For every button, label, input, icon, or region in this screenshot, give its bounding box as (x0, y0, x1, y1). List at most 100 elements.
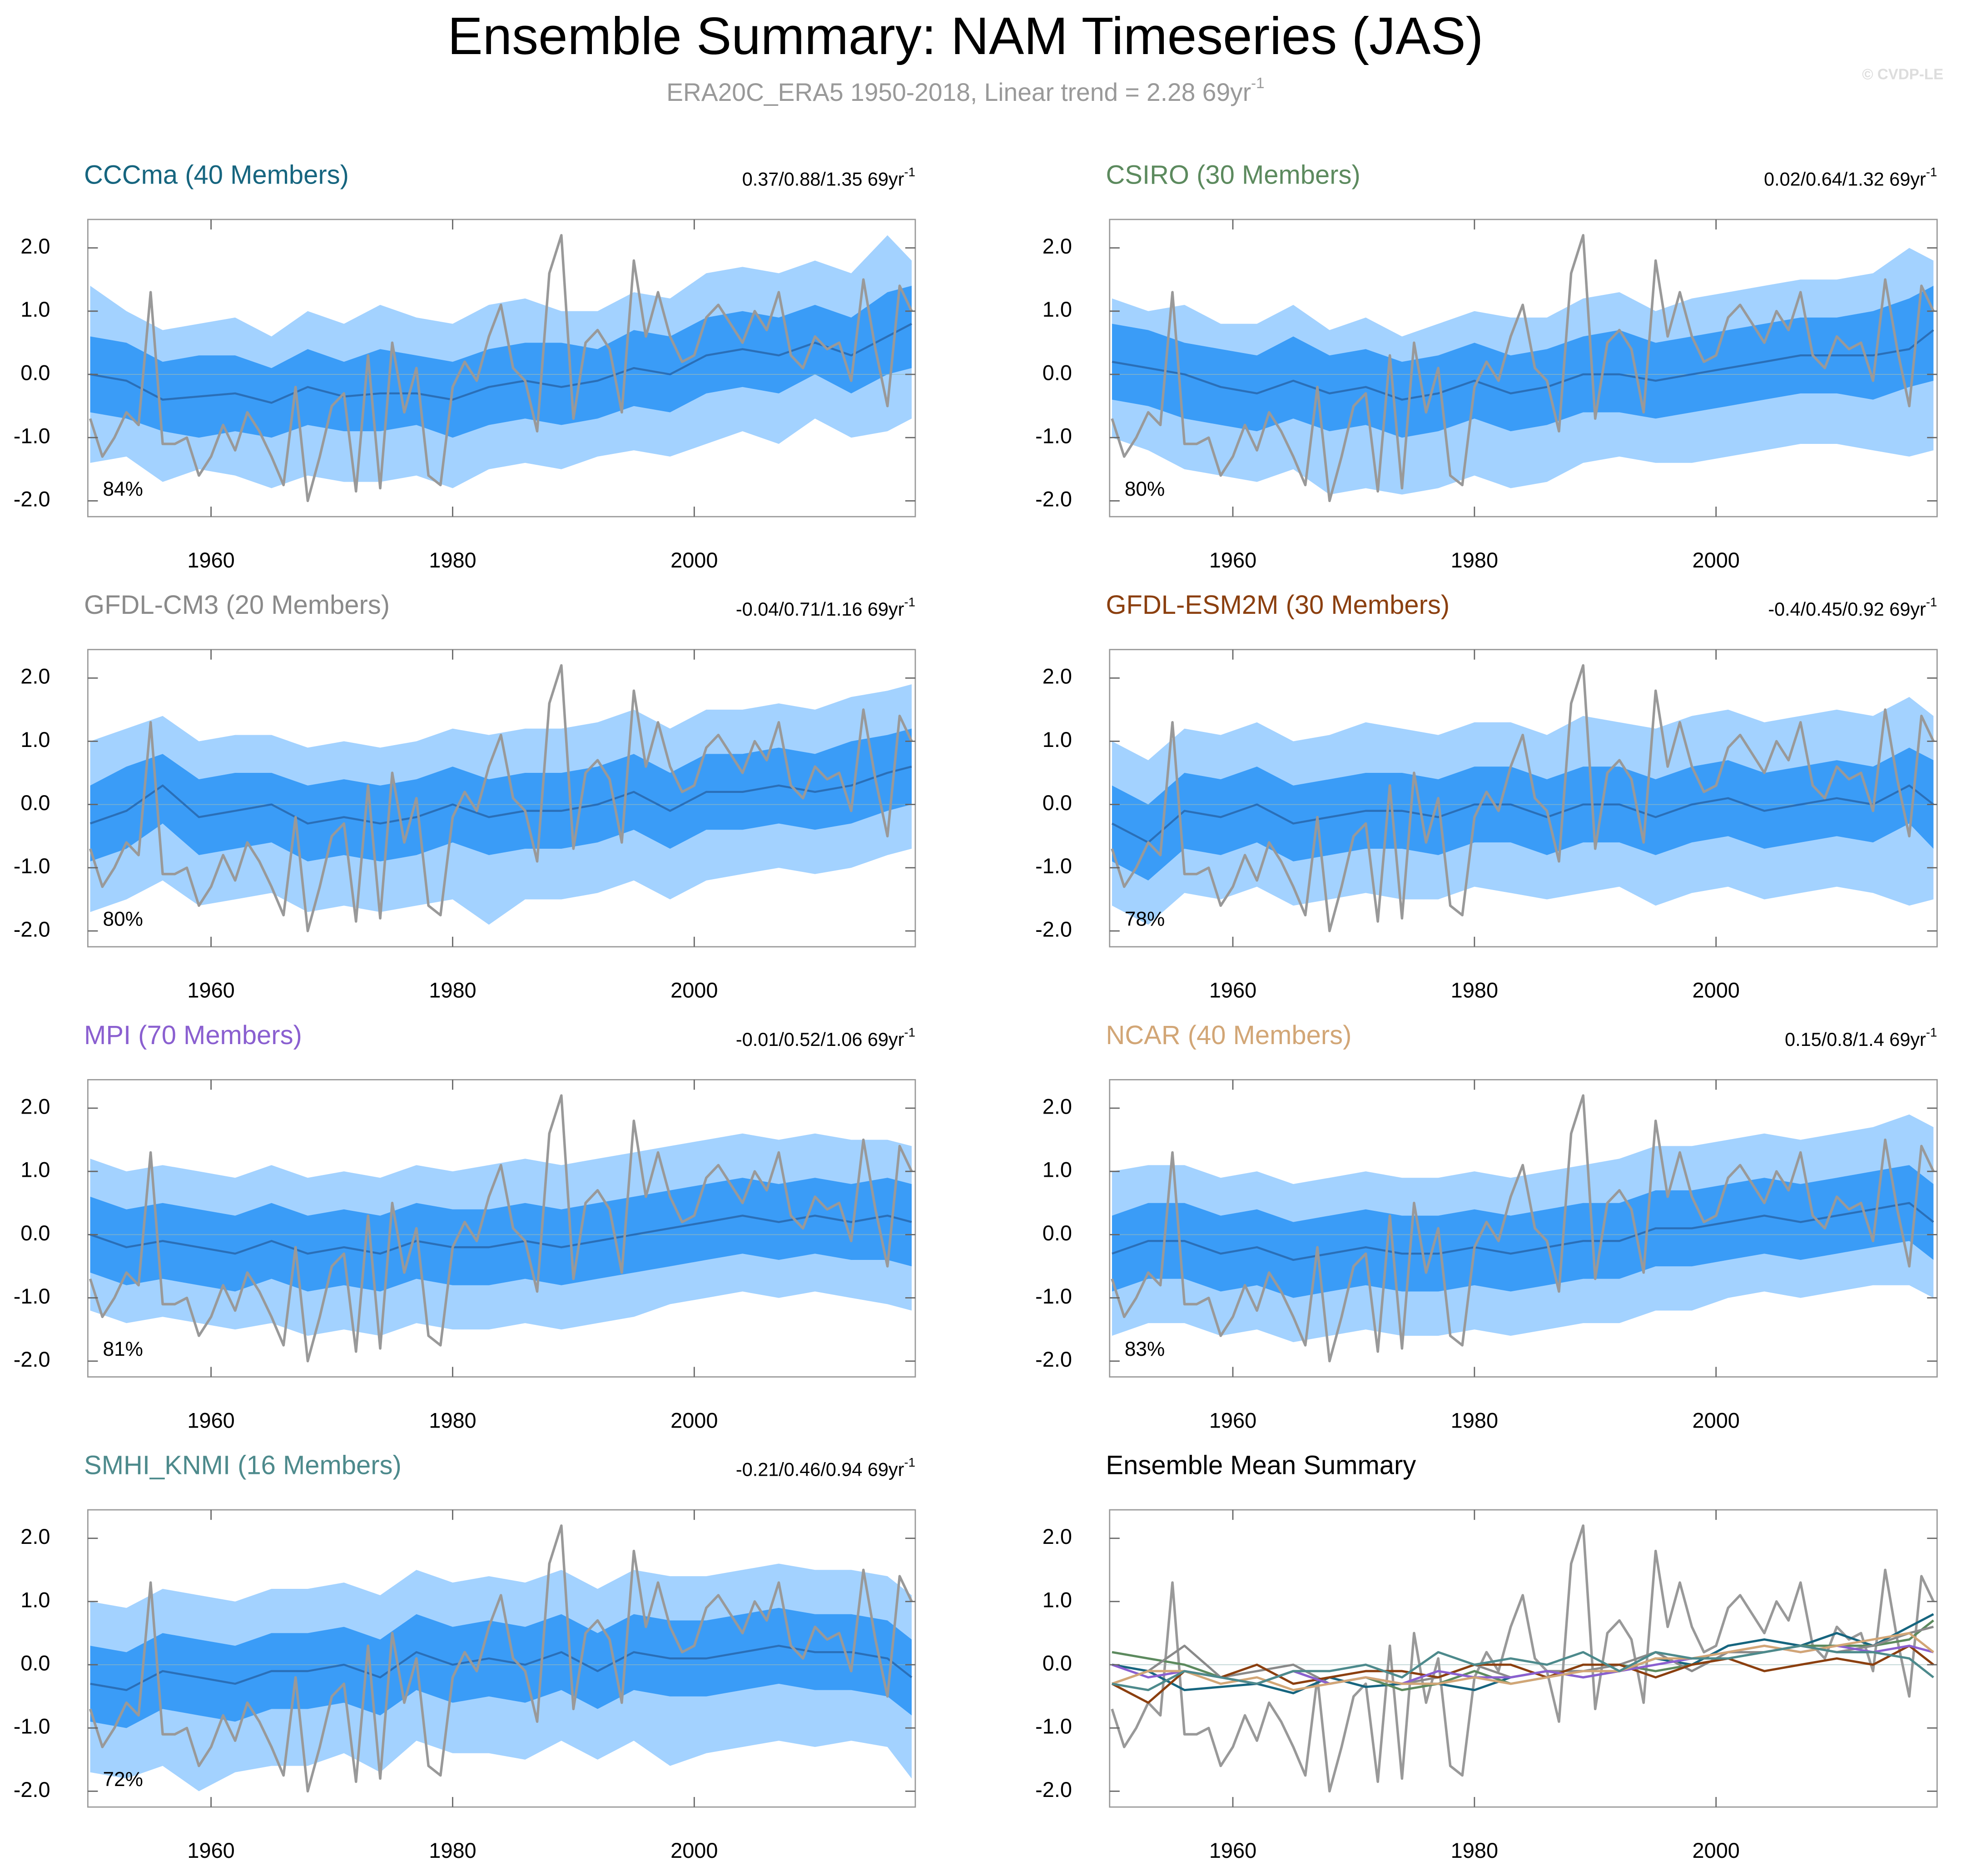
trend-text: -0.04/0.71/1.16 69yr (736, 599, 904, 620)
y-tick-label: -2.0 (14, 1778, 50, 1801)
ensemble-mean-line (90, 1645, 913, 1691)
y-tick-label: 2.0 (1043, 665, 1072, 688)
ensemble-mean-line (89, 766, 912, 825)
x-tick-label: 2000 (670, 1408, 718, 1432)
x-tick-label: 1980 (429, 1839, 476, 1862)
trend-exponent: -1 (1926, 1025, 1937, 1040)
trend-exponent: -1 (904, 165, 915, 179)
inner-band (1112, 286, 1934, 438)
panel: 1960 1980 2000 2.0 1.0 0.0 -1.0 -2.0 GFDL-ESM2M … (1035, 591, 1938, 1002)
ensemble-mean-line (1112, 329, 1934, 401)
plot-frame (1109, 649, 1938, 948)
x-tick-label: 1960 (187, 548, 234, 572)
ensemble-mean-line (1112, 1202, 1934, 1261)
y-tick-label: 1.0 (20, 1588, 50, 1612)
y-tick-label: -2.0 (1035, 917, 1072, 941)
y-tick-label: 0.0 (1043, 1221, 1072, 1245)
trend-exponent: -1 (904, 1455, 915, 1469)
y-tick-label: 2.0 (1043, 1525, 1072, 1548)
x-tick-label: 1960 (1209, 1408, 1256, 1432)
trend-text: -0.4/0.45/0.92 69yr (1768, 599, 1926, 620)
x-tick-label: 1980 (1451, 1839, 1498, 1862)
percent-label: 84% (103, 478, 143, 500)
x-tick-label: 1980 (429, 548, 476, 572)
x-tick-label: 1960 (187, 1839, 234, 1862)
y-tick-label: 0.0 (1043, 791, 1072, 815)
panel-title: SMHI_KNMI (16 Members) (84, 1451, 402, 1480)
y-tick-label: -2.0 (14, 917, 50, 941)
trend-label: 0.37/0.88/1.35 69yr-1 (742, 165, 915, 189)
y-tick-label: -1.0 (14, 1284, 50, 1308)
y-tick-label: -1.0 (14, 854, 50, 878)
observed-line (89, 1094, 913, 1363)
inner-band (1112, 747, 1934, 881)
y-tick-label: 0.0 (1043, 1651, 1072, 1675)
ensemble-mean-line (1111, 784, 1934, 844)
x-tick-label: 1980 (1451, 979, 1498, 1002)
percent-label: 81% (103, 1338, 143, 1360)
trend-label: 0.15/0.8/1.4 69yr-1 (1785, 1025, 1937, 1050)
plot-frame (87, 1079, 916, 1378)
panel-title: GFDL-ESM2M (30 Members) (1106, 591, 1450, 620)
x-tick-label: 2000 (1693, 1839, 1740, 1862)
panel: 1960 1980 2000 2.0 1.0 0.0 -1.0 -2.0 MPI (70 Mem… (14, 1021, 916, 1432)
panel-title: GFDL-CM3 (20 Members) (84, 591, 390, 620)
ensemble-mean-line (89, 1214, 912, 1255)
x-tick-label: 2000 (670, 1839, 718, 1862)
y-tick-label: -2.0 (14, 1348, 50, 1371)
observed-line (89, 234, 913, 503)
y-tick-label: -1.0 (14, 1715, 50, 1738)
plot-frame (87, 219, 916, 518)
trend-text: -0.01/0.52/1.06 69yr (736, 1029, 904, 1050)
trend-label: -0.21/0.46/0.94 69yr-1 (736, 1455, 915, 1480)
plot-frame (1109, 1079, 1938, 1378)
trend-label: -0.4/0.45/0.92 69yr-1 (1768, 595, 1937, 620)
x-tick-label: 1980 (429, 979, 476, 1002)
x-tick-label: 2000 (670, 548, 718, 572)
x-tick-label: 2000 (1693, 548, 1740, 572)
trend-exponent: -1 (904, 595, 915, 609)
y-tick-label: 0.0 (1043, 361, 1072, 384)
ensemble-mean-line (1111, 1644, 1934, 1704)
x-tick-label: 1960 (1209, 979, 1256, 1002)
ensemble-mean-line (90, 323, 912, 404)
x-tick-label: 1960 (187, 1408, 234, 1432)
x-tick-label: 1980 (429, 1408, 476, 1432)
y-tick-label: 1.0 (1043, 298, 1072, 321)
y-tick-label: -1.0 (1035, 1715, 1072, 1738)
trend-exponent: -1 (1926, 165, 1937, 179)
y-tick-label: -2.0 (1035, 488, 1072, 511)
y-tick-label: 1.0 (20, 1158, 50, 1182)
subtitle-exponent: -1 (1251, 75, 1264, 92)
x-tick-label: 1980 (1451, 1408, 1498, 1432)
panel: 1960 1980 2000 2.0 1.0 0.0 -1.0 -2.0 Ensemble Me… (1035, 1451, 1938, 1862)
x-tick-label: 2000 (1693, 979, 1740, 1002)
y-tick-label: 2.0 (20, 234, 50, 258)
subtitle-text: ERA20C_ERA5 1950-2018, Linear trend = 2.… (666, 78, 1251, 106)
y-tick-label: 1.0 (20, 298, 50, 321)
y-tick-label: 0.0 (20, 361, 50, 384)
panel: 1960 1980 2000 2.0 1.0 0.0 -1.0 -2.0 NCAR (40 Me… (1035, 1021, 1938, 1432)
trend-text: 0.37/0.88/1.35 69yr (742, 169, 904, 189)
trend-text: 0.15/0.8/1.4 69yr (1785, 1029, 1926, 1050)
ensemble-mean-line (1112, 1632, 1934, 1692)
y-tick-label: 1.0 (1043, 1158, 1072, 1182)
trend-text: -0.21/0.46/0.94 69yr (736, 1459, 904, 1480)
ensemble-mean-line (1112, 1644, 1934, 1692)
panel-title: CSIRO (30 Members) (1106, 160, 1360, 189)
observed-line (1111, 1524, 1935, 1793)
y-tick-label: 1.0 (1043, 1588, 1072, 1612)
y-tick-label: 1.0 (1043, 728, 1072, 751)
trend-label: -0.04/0.71/1.16 69yr-1 (736, 595, 915, 620)
y-tick-label: 0.0 (20, 1651, 50, 1675)
percent-label: 78% (1125, 908, 1165, 931)
percent-label: 80% (1125, 478, 1165, 500)
panel-title: Ensemble Mean Summary (1106, 1451, 1416, 1480)
trend-label: -0.01/0.52/1.06 69yr-1 (736, 1025, 915, 1050)
trend-label: 0.02/0.64/1.32 69yr-1 (1764, 165, 1937, 189)
panel: 1960 1980 2000 2.0 1.0 0.0 -1.0 -2.0 SMHI_KNMI (… (14, 1451, 916, 1862)
trend-exponent: -1 (1926, 595, 1937, 609)
panel-title: CCCma (40 Members) (84, 160, 349, 189)
percent-label: 80% (103, 908, 143, 931)
observed-line (1111, 234, 1935, 503)
